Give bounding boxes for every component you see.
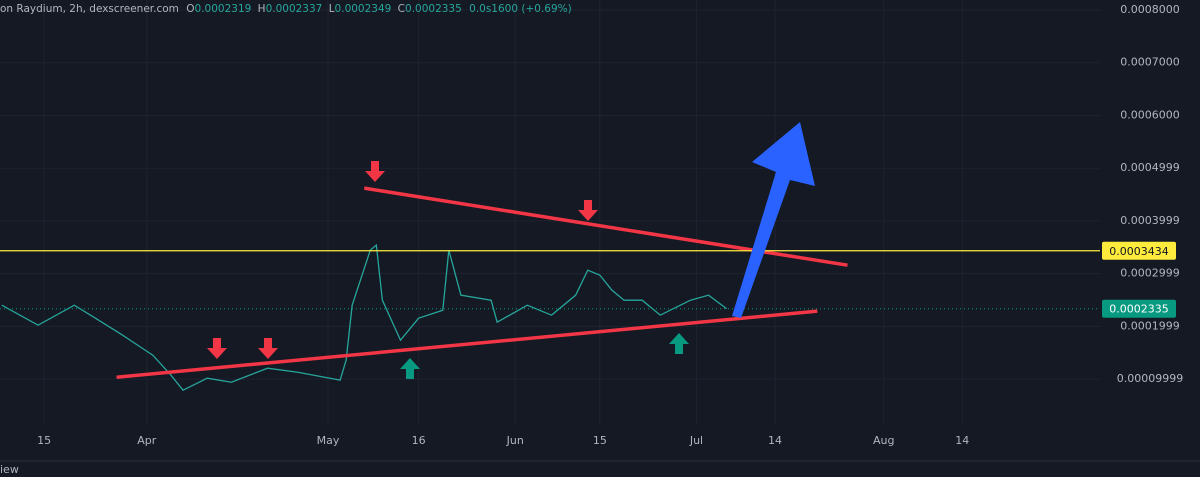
annotations xyxy=(207,122,815,379)
up-arrow xyxy=(400,358,420,379)
y-tick-label: 0.0002999 xyxy=(1120,267,1180,280)
x-tick-label: Jul xyxy=(689,434,703,447)
field-value: 0.0002349 xyxy=(335,3,392,15)
y-tick-label: 0.00009999 xyxy=(1117,372,1183,385)
y-tick-label: 0.0004999 xyxy=(1120,161,1180,174)
axes: 0.0008000 0.0007000 0.0006000 0.0004999 0.00… xyxy=(37,3,1183,447)
x-tick-label: Apr xyxy=(137,434,157,447)
price-tag-label: 0.0003434 xyxy=(1109,245,1169,258)
field-value: 0.0002319 xyxy=(195,3,252,15)
price-tag xyxy=(1102,241,1176,260)
last-price-label: 0.0002335 xyxy=(1109,303,1169,316)
x-tick-label: 15 xyxy=(37,434,51,447)
x-tick-label: 14 xyxy=(768,434,782,447)
down-arrows xyxy=(207,161,598,359)
field-label: O xyxy=(186,3,194,15)
x-tick-label: Jun xyxy=(506,434,524,447)
field-label: C xyxy=(398,3,405,15)
price-line xyxy=(1,243,728,392)
y-tick-label: 0.0008000 xyxy=(1120,3,1180,16)
x-tick-label: May xyxy=(317,434,340,447)
field-value: 0.0002337 xyxy=(266,3,323,15)
trendline xyxy=(363,186,848,267)
target-arrow xyxy=(732,122,815,318)
x-tick-label: 15 xyxy=(593,434,607,447)
last-price-tag xyxy=(1102,299,1176,318)
field-value: 0.0002335 xyxy=(405,3,462,15)
footer-text: iew xyxy=(0,463,19,476)
x-tick-label: 14 xyxy=(955,434,969,447)
down-arrow xyxy=(207,338,227,359)
y-tick-label: 0.0006000 xyxy=(1120,108,1180,121)
header-legend: on Raydium, 2h, dexscreener.com O0.00023… xyxy=(0,3,572,15)
down-arrow xyxy=(578,200,598,221)
symbol: on Raydium, 2h, dexscreener.com xyxy=(0,3,179,15)
field-label: L xyxy=(329,3,335,15)
up-arrow xyxy=(669,333,689,354)
x-tick-label: 16 xyxy=(412,434,426,447)
down-arrow xyxy=(258,338,278,359)
y-tick-label: 0.0007000 xyxy=(1120,56,1180,69)
change: 0.0s1600 (+0.69%) xyxy=(469,3,572,15)
field-label: H xyxy=(258,3,266,15)
x-tick-label: Aug xyxy=(873,434,894,447)
header: on Raydium, 2h, dexscreener.com O0.00023… xyxy=(0,3,572,15)
grid xyxy=(0,0,1100,425)
down-arrow xyxy=(365,161,385,182)
plot xyxy=(0,186,1100,392)
y-tick-label: 0.0001999 xyxy=(1120,319,1180,332)
y-axis-panel xyxy=(1100,0,1200,425)
y-tick-label: 0.0003999 xyxy=(1120,214,1180,227)
trendline xyxy=(116,309,818,379)
up-arrows xyxy=(400,333,689,379)
